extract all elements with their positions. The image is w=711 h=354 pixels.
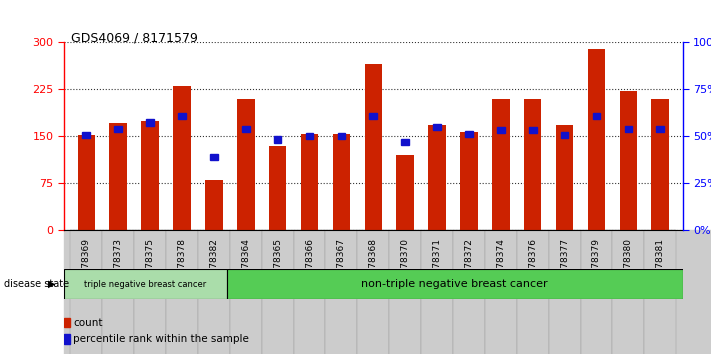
Bar [269,146,287,230]
Bar [401,139,409,145]
Bar [529,127,537,133]
Text: percentile rank within the sample: percentile rank within the sample [73,335,249,344]
Bar [588,49,605,230]
Bar [651,99,669,230]
Bar [624,126,632,132]
Text: GDS4069 / 8171579: GDS4069 / 8171579 [71,32,198,45]
Bar [210,154,218,160]
Bar [358,230,389,354]
Bar [173,86,191,230]
Bar [326,230,358,354]
Bar [465,131,473,137]
Bar [141,121,159,230]
Bar [64,318,70,327]
Bar [612,230,644,354]
Bar [433,124,441,130]
Bar [64,334,70,344]
Bar [82,132,90,138]
Bar [333,135,350,230]
Bar [274,136,282,143]
Bar [485,230,517,354]
Bar [237,99,255,230]
Bar [492,99,510,230]
Bar [580,230,612,354]
Bar [102,230,134,354]
Bar [524,99,542,230]
Bar [644,230,676,354]
Bar [178,113,186,119]
Text: count: count [73,318,102,328]
Bar [497,127,505,133]
Text: triple negative breast cancer: triple negative breast cancer [85,280,206,289]
Bar [134,230,166,354]
Bar [70,230,102,354]
Bar [77,135,95,230]
Bar [64,269,227,299]
Bar [549,230,580,354]
Bar [556,125,573,230]
Bar [109,122,127,230]
Bar [294,230,326,354]
Bar [114,126,122,132]
Text: disease state: disease state [4,279,69,289]
Bar [230,230,262,354]
Bar [453,230,485,354]
Bar [227,269,683,299]
Bar [242,126,250,132]
Bar [306,133,314,139]
Bar [389,230,421,354]
Bar [370,113,377,119]
Bar [301,135,319,230]
Bar [421,230,453,354]
Bar [517,230,549,354]
Text: ▶: ▶ [48,279,56,289]
Bar [365,64,382,230]
Bar [146,119,154,126]
Bar [593,113,600,119]
Bar [198,230,230,354]
Bar [338,133,346,139]
Bar [619,91,637,230]
Bar [428,125,446,230]
Bar [460,132,478,230]
Bar [397,155,414,230]
Text: non-triple negative breast cancer: non-triple negative breast cancer [361,279,548,289]
Bar [656,126,664,132]
Bar [262,230,294,354]
Bar [166,230,198,354]
Bar [205,180,223,230]
Bar [561,132,568,138]
